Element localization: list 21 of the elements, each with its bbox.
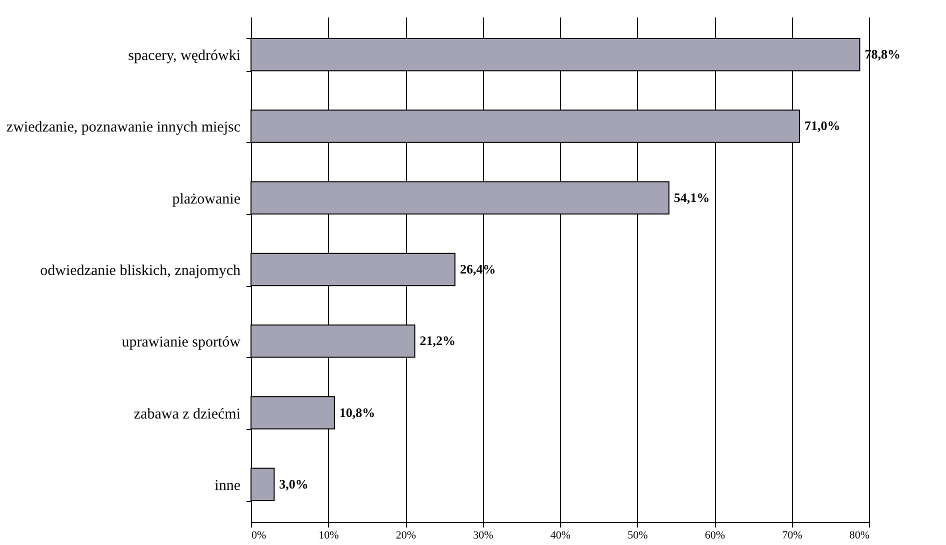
data-label: 21,2%: [420, 333, 456, 348]
y-tick-label: inne: [214, 478, 241, 494]
data-label: 3,0%: [279, 476, 308, 492]
x-tick-label: 60%: [704, 530, 726, 542]
y-tick-label: uprawianie sportów: [122, 334, 241, 351]
x-tick-label: 80%: [849, 530, 870, 542]
y-tick-label: odwiedzanie bliskich, znajomych: [40, 263, 241, 279]
y-tick-label: zwiedzanie, poznawanie innych miejsc: [6, 120, 241, 136]
y-tick-label: plażowanie: [172, 191, 241, 208]
y-tick-label: zabawa z dziećmi: [134, 406, 240, 422]
x-tick-label: 0%: [252, 530, 266, 542]
data-label: 10,8%: [339, 404, 376, 420]
x-tick-label: 10%: [318, 530, 339, 542]
data-label: 54,1%: [674, 190, 710, 205]
x-tick-label: 20%: [396, 530, 416, 542]
x-tick-label: 70%: [782, 530, 802, 542]
data-label: 71,0%: [804, 118, 840, 134]
x-tick-label: 40%: [550, 530, 571, 542]
x-tick-label: 50%: [628, 530, 648, 542]
x-tick-label: 30%: [473, 530, 494, 542]
y-tick-label: spacery, wędrówki: [128, 48, 240, 64]
